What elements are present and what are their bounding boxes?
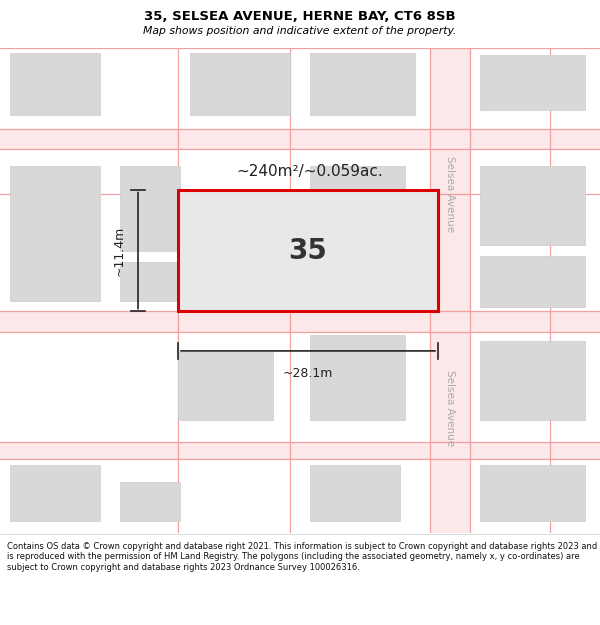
Text: 35: 35 [289,236,328,264]
Bar [480,166,585,245]
Bar [310,465,400,521]
Bar [120,166,180,251]
Bar [10,53,100,115]
Bar [10,166,100,301]
Text: ~240m²/~0.059ac.: ~240m²/~0.059ac. [236,164,383,179]
Text: Map shows position and indicative extent of the property.: Map shows position and indicative extent… [143,26,457,36]
Bar [178,189,438,311]
Bar [120,262,180,301]
Bar [310,166,405,251]
Bar [310,335,405,420]
Text: Selsea Avenue: Selsea Avenue [445,156,455,232]
Text: ~11.4m: ~11.4m [113,226,126,276]
Bar [0,442,600,459]
Bar [310,53,415,115]
Text: 35, SELSEA AVENUE, HERNE BAY, CT6 8SB: 35, SELSEA AVENUE, HERNE BAY, CT6 8SB [144,11,456,24]
Bar [480,256,585,307]
Bar [120,482,180,521]
Bar [480,56,585,109]
Bar [0,129,600,149]
Bar [0,311,600,332]
Bar [430,48,470,532]
Bar [178,352,273,420]
Bar [190,53,290,115]
Bar [10,465,100,521]
Text: ~28.1m: ~28.1m [283,367,333,380]
Text: Contains OS data © Crown copyright and database right 2021. This information is : Contains OS data © Crown copyright and d… [7,542,598,571]
Bar [480,341,585,420]
Text: Selsea Avenue: Selsea Avenue [445,371,455,446]
Bar [480,465,585,521]
